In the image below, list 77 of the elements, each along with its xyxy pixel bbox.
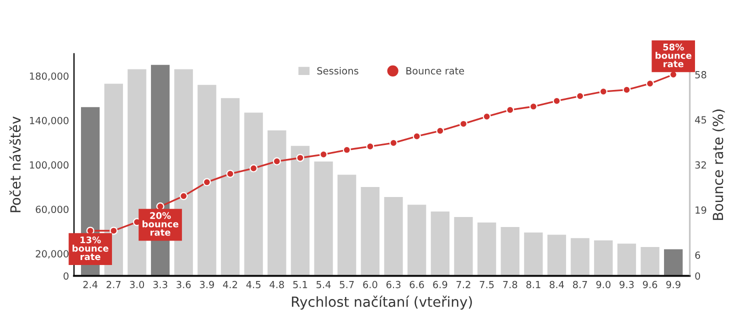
x-tick-label: 8.4 bbox=[550, 280, 564, 288]
x-tick-label: 2.7 bbox=[106, 280, 121, 288]
bar bbox=[244, 112, 263, 276]
y-tick-label: 0 bbox=[64, 272, 68, 280]
y2-tick-label: 58 bbox=[695, 71, 706, 78]
point bbox=[622, 86, 631, 94]
y-tick-label: 20,000 bbox=[36, 250, 68, 258]
x-tick-label: 6.6 bbox=[410, 280, 424, 288]
point bbox=[226, 170, 234, 178]
x-tick-label: 4.8 bbox=[270, 280, 284, 288]
y-tick-label: 140,000 bbox=[30, 116, 68, 126]
x-tick-label: 5.1 bbox=[293, 281, 308, 288]
x-tick-label: 3.6 bbox=[176, 280, 191, 288]
bar bbox=[220, 98, 240, 276]
bar bbox=[360, 187, 380, 276]
x-tick-label: 7.8 bbox=[503, 280, 518, 288]
x-tick-label: 3.3 bbox=[153, 280, 168, 288]
point bbox=[250, 164, 258, 172]
bar bbox=[640, 246, 660, 276]
bar bbox=[454, 217, 473, 276]
y2-tick-label: 6 bbox=[695, 252, 700, 259]
legend-label: Bounce rate bbox=[406, 67, 464, 74]
point bbox=[412, 132, 421, 140]
y-tick-label: 100,000 bbox=[30, 161, 68, 170]
y2-tick-label: 0 bbox=[695, 272, 700, 280]
annotation: 20% bounce rate bbox=[142, 212, 178, 236]
point bbox=[272, 157, 281, 166]
bar bbox=[407, 204, 426, 276]
x-tick-label: 2.4 bbox=[83, 280, 98, 288]
bar bbox=[594, 240, 613, 276]
y2-tick-label: 32 bbox=[695, 161, 706, 169]
x-tick-label: 4.2 bbox=[222, 280, 238, 288]
bar bbox=[268, 130, 286, 276]
bar bbox=[338, 174, 356, 276]
bar bbox=[617, 244, 636, 276]
point bbox=[436, 126, 444, 135]
x-tick-label: 8.7 bbox=[573, 280, 587, 288]
x-tick-label: 9.3 bbox=[620, 280, 634, 288]
point bbox=[110, 226, 118, 235]
x-tick-label: 7.5 bbox=[480, 281, 494, 288]
x-tick-label: 5.4 bbox=[316, 281, 331, 288]
x-tick-label: 5.7 bbox=[340, 281, 354, 288]
x-tick-label: 9.6 bbox=[642, 280, 658, 288]
x-tick-label: 9.9 bbox=[666, 280, 680, 288]
y-tick-label: 60,000 bbox=[36, 206, 68, 214]
x-tick-label: 3.0 bbox=[130, 280, 144, 288]
legend-label: Sessions bbox=[317, 66, 358, 74]
bar bbox=[524, 232, 543, 276]
bar bbox=[198, 84, 216, 276]
bar bbox=[477, 222, 496, 276]
x-tick-label: 6.9 bbox=[433, 280, 448, 288]
y2-axis-title: Bounce rate (%) bbox=[712, 110, 725, 220]
y2-tick-label: 45 bbox=[695, 116, 706, 124]
x-tick-label: 8.1 bbox=[526, 280, 540, 288]
bar bbox=[500, 226, 520, 276]
y2-tick-label: 19 bbox=[696, 206, 706, 214]
point bbox=[180, 192, 188, 200]
annotation: 58% bounce rate bbox=[656, 44, 692, 68]
bar bbox=[547, 234, 566, 276]
annotation: 13% bounce rate bbox=[72, 236, 108, 260]
point bbox=[296, 154, 304, 162]
x-tick-label: 7.2 bbox=[456, 280, 470, 288]
x-axis-title: Rychlost načítaní (vteřiny) bbox=[292, 296, 472, 310]
bar bbox=[384, 197, 403, 276]
x-tick-label: 9.0 bbox=[596, 280, 610, 288]
y-axis-title: Počet návštěv bbox=[9, 116, 21, 212]
x-tick-label: 6.0 bbox=[363, 280, 378, 288]
point bbox=[202, 178, 211, 186]
x-tick-label: 6.3 bbox=[386, 280, 400, 288]
bar bbox=[570, 238, 590, 276]
bar bbox=[314, 161, 333, 276]
bar bbox=[430, 211, 450, 276]
bar bbox=[664, 249, 683, 276]
y-tick-label: 180,000 bbox=[30, 72, 68, 81]
x-tick-label: 3.9 bbox=[200, 280, 214, 288]
bar bbox=[290, 146, 310, 276]
x-tick-label: 4.5 bbox=[246, 281, 260, 288]
